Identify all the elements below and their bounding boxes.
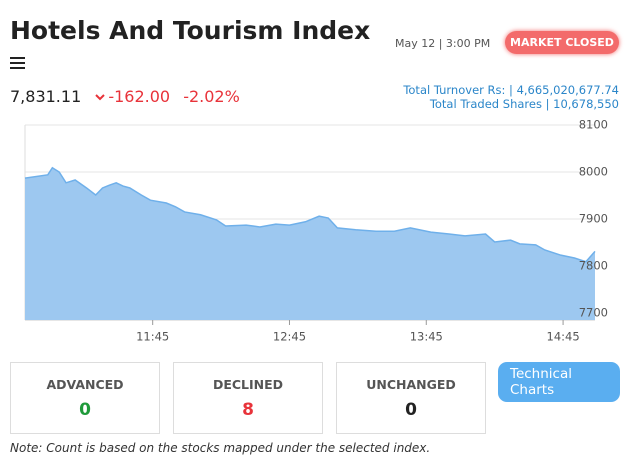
stat-label: DECLINED (212, 377, 284, 392)
stat-card: DECLINED 8 (173, 362, 323, 434)
technical-charts-button[interactable]: Technical Charts (498, 362, 620, 402)
menu-icon[interactable] (10, 56, 26, 70)
x-tick-label: 13:45 (410, 330, 443, 344)
stat-value: 0 (79, 400, 91, 420)
x-tick-label: 11:45 (136, 330, 169, 344)
turnover-info: Total Turnover Rs: | 4,665,020,677.74 To… (403, 83, 619, 111)
x-tick-label: 12:45 (273, 330, 306, 344)
index-title: Hotels And Tourism Index (10, 16, 371, 45)
y-tick-label: 8000 (579, 164, 608, 178)
datetime: May 12 | 3:00 PM (395, 37, 491, 50)
stat-value: 0 (405, 400, 417, 420)
line (24, 166, 596, 263)
note: Note: Count is based on the stocks mappe… (10, 441, 431, 455)
stat-card: UNCHANGED 0 (336, 362, 486, 434)
stat-label: UNCHANGED (366, 377, 456, 392)
chart: 7700 7800 7900 8000 8100 11:45 12:45 13:45 14:45 (24, 118, 608, 344)
y-tick-label: 7700 (579, 305, 608, 319)
stat-label: ADVANCED (46, 377, 124, 392)
area (25, 167, 595, 320)
y-tick-label: 7900 (579, 211, 608, 225)
y-tick-label: 7800 (579, 258, 608, 272)
shares-label: Total Traded Shares (429, 97, 542, 111)
quote: 7,831.11 -162.00 -2.02% (10, 87, 240, 106)
shares-value: 10,678,550 (553, 97, 619, 111)
stat-card: ADVANCED 0 (10, 362, 160, 434)
turnover-value: 4,665,020,677.74 (516, 83, 619, 97)
index-value: 7,831.11 (10, 87, 82, 106)
market-status: MARKET CLOSED (505, 31, 619, 54)
change: -162.00 (108, 87, 171, 106)
down-icon (95, 94, 106, 101)
stat-value: 8 (242, 400, 254, 420)
turnover-label: Total Turnover Rs: (403, 83, 506, 97)
x-tick-label: 14:45 (547, 330, 580, 344)
y-tick-label: 8100 (579, 118, 608, 132)
change-percent: -2.02% (183, 87, 240, 106)
